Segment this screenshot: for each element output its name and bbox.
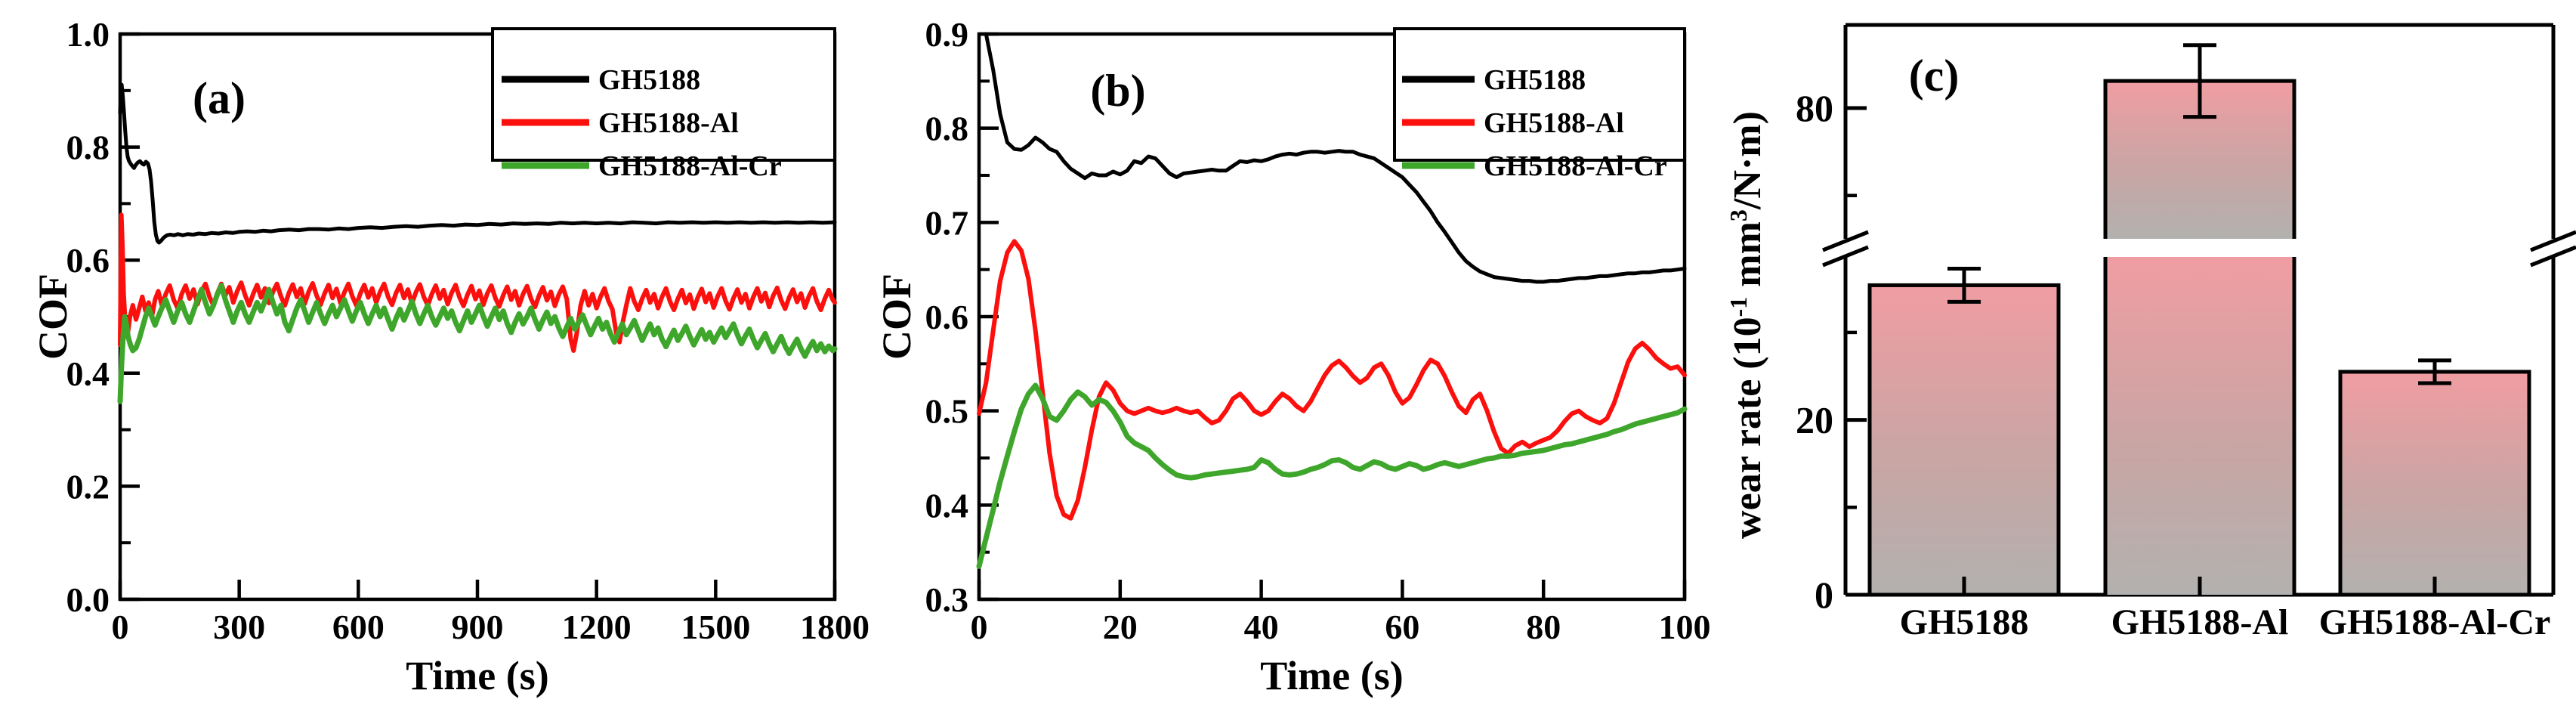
a-series-GH5188-Al-Cr-line [117, 283, 838, 404]
c-category-label: GH5188 [1900, 602, 2029, 642]
c-bar-GH5188-Al-Cr [2338, 370, 2531, 597]
c-ylabel-base2: mm [1726, 221, 1769, 297]
c-bar-outline-lower [2103, 257, 2296, 595]
a-yaxis-title: COF [30, 274, 76, 360]
a-xaxis-title: Time (s) [406, 653, 548, 698]
a-x-tick-label: 1800 [800, 608, 869, 646]
b-x-tick-label: 100 [1659, 608, 1711, 646]
c-bar-GH5188 [1867, 283, 2061, 597]
panel-b-dynamic: 0 20 40 60 80 100 0.3 0.4 0.5 0.6 0.7 0.8 0.9 GH5188 G… [925, 15, 1711, 646]
c-y-tick-label: 0 [1815, 574, 1833, 616]
a-x-tick-label: 300 [213, 608, 265, 646]
a-series-GH5188-line [118, 82, 837, 245]
b-x-tick-label: 20 [1103, 608, 1138, 646]
panel-c-dynamic: 0 20 80 GH5188 GH5188-Al GH5188-Al-Cr [1796, 23, 2576, 642]
c-y-tick-label: 80 [1796, 87, 1833, 129]
c-ylabel-base1: wear rate (10 [1726, 317, 1769, 539]
panel-a-letter: (a) [193, 73, 246, 123]
b-x-tick-label: 0 [971, 608, 988, 646]
b-x-tick-label: 40 [1244, 608, 1279, 646]
a-x-tick-label: 1500 [681, 608, 750, 646]
b-legend-label-GH5188-Al-Cr: GH5188-Al-Cr [1484, 150, 1667, 182]
c-y-tick-label: 20 [1796, 399, 1833, 441]
a-y-tick-label: 0.0 [66, 580, 110, 619]
a-legend-label-GH5188-Al-Cr: GH5188-Al-Cr [598, 150, 782, 182]
c-axis-break-slash [1822, 230, 1869, 252]
c-category-label: GH5188-Al-Cr [2319, 602, 2551, 642]
a-x-tick-label: 1200 [562, 608, 632, 646]
a-x-tick-label: 900 [452, 608, 504, 646]
b-x-tick-label: 60 [1385, 608, 1419, 646]
b-x-tick-label: 80 [1526, 608, 1561, 646]
b-y-tick-label: 0.8 [925, 110, 969, 148]
b-y-tick-label: 0.5 [925, 392, 969, 431]
a-legend-label-GH5188-Al: GH5188-Al [598, 107, 739, 139]
c-axis-break-slash [2530, 245, 2576, 268]
c-ylabel-base3: /N·m) [1726, 111, 1769, 210]
b-y-tick-label: 0.6 [925, 298, 969, 336]
b-series-GH5188-line [984, 32, 1687, 284]
c-category-label: GH5188-Al [2111, 602, 2289, 642]
b-y-tick-label: 0.7 [925, 203, 969, 242]
c-axis-break-slash [1822, 245, 1869, 268]
a-y-tick-label: 0.6 [66, 241, 110, 280]
b-legend-label-GH5188: GH5188 [1484, 64, 1586, 96]
b-xaxis-title: Time (s) [1260, 653, 1403, 698]
panel-c-letter: (c) [1909, 51, 1960, 101]
panel-c: 0 20 80 GH5188 GH5188-Al GH5188-Al-Cr (c) wea… [1725, 23, 2576, 642]
c-yaxis-title: wear rate (10-1 mm3/N·m) [1725, 111, 1769, 539]
a-x-tick-label: 0 [112, 608, 129, 646]
panel-a-dynamic: 0 300 600 900 1200 1500 1800 0.0 0.2 0.4 0.6 0.8 1.0… [66, 15, 870, 646]
b-series-GH5188-Al-Cr-line [976, 382, 1688, 569]
b-series-GH5188-Al-line [977, 239, 1687, 521]
b-y-tick-label: 0.9 [925, 15, 969, 54]
b-y-tick-label: 0.3 [925, 580, 969, 619]
panel-a: 0 300 600 900 1200 1500 1800 0.0 0.2 0.4 0.6 0.8 1.0… [30, 15, 869, 698]
panel-b: 0 20 40 60 80 100 0.3 0.4 0.5 0.6 0.7 0.8 0.9 GH5188 G… [874, 15, 1711, 698]
b-yaxis-title: COF [874, 274, 919, 360]
a-legend-label-GH5188: GH5188 [598, 64, 700, 96]
b-legend-box [1393, 27, 1686, 162]
c-ylabel-sup1: -1 [1725, 297, 1752, 317]
b-y-tick-label: 0.4 [925, 486, 969, 524]
a-y-tick-label: 1.0 [66, 15, 110, 54]
a-y-tick-label: 0.8 [66, 128, 110, 167]
a-y-tick-label: 0.2 [66, 467, 110, 506]
c-bar-GH5188-Al-lower [2105, 257, 2294, 595]
c-ylabel-sup2: 3 [1725, 209, 1752, 221]
b-legend-label-GH5188-Al: GH5188-Al [1484, 107, 1624, 139]
panel-b-letter: (b) [1090, 66, 1145, 116]
a-y-tick-label: 0.4 [66, 354, 110, 393]
c-axis-break-slash [2530, 230, 2576, 252]
a-x-tick-label: 600 [332, 608, 385, 646]
a-legend-box [491, 27, 836, 162]
